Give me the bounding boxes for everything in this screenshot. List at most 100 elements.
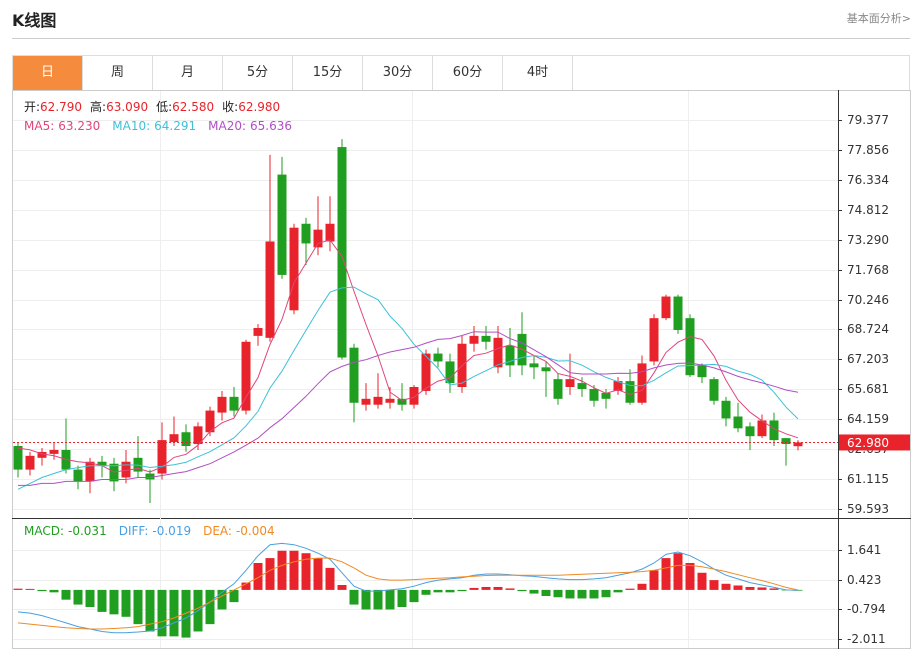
macd-bar xyxy=(757,587,767,590)
candle-body xyxy=(469,335,479,344)
period-tab[interactable]: 60分 xyxy=(433,56,503,90)
candle-body xyxy=(433,353,443,362)
candle-body xyxy=(289,227,299,311)
macd-bar xyxy=(505,588,515,590)
candle-body xyxy=(649,318,659,362)
chart-frame xyxy=(12,90,911,649)
fundamental-link[interactable]: 基本面分析> xyxy=(846,12,911,25)
macd-bar xyxy=(481,586,491,590)
candle-body xyxy=(157,440,167,474)
candle-body xyxy=(661,296,671,319)
candle-body xyxy=(193,426,203,445)
y-tick-label: 70.246 xyxy=(847,293,889,307)
macd-bar xyxy=(121,589,131,617)
candle-body xyxy=(745,426,755,437)
candle-body xyxy=(205,410,215,433)
macd-bar xyxy=(13,588,23,590)
candle-body xyxy=(73,469,83,482)
y-tick-label: -0.794 xyxy=(847,602,886,616)
ohlc-value: 62.580 xyxy=(172,100,214,114)
macd-bar xyxy=(145,589,155,632)
candle-body xyxy=(25,455,35,470)
macd-bar xyxy=(397,589,407,608)
y-tick-label: 59.593 xyxy=(847,502,889,516)
ma-legend: MA5: 63.230 MA10: 64.291 MA20: 65.636 xyxy=(24,119,292,133)
y-tick-label: 76.334 xyxy=(847,173,889,187)
candle-body xyxy=(277,174,287,275)
candle-body xyxy=(613,381,623,391)
macd-bar xyxy=(277,550,287,590)
y-tick-label: 71.768 xyxy=(847,263,889,277)
candle-body xyxy=(685,318,695,376)
candle-body xyxy=(577,383,587,389)
macd-bar xyxy=(721,583,731,590)
candle-body xyxy=(229,396,239,411)
macd-bar xyxy=(25,588,35,590)
macd-bar xyxy=(97,589,107,612)
candle-body xyxy=(49,449,59,454)
indicator-line xyxy=(18,331,799,486)
macd-bar xyxy=(661,558,671,590)
legend-name: MA20: xyxy=(208,119,246,133)
legend-name: MACD: xyxy=(24,524,64,538)
macd-bar xyxy=(385,589,395,610)
macd-bar xyxy=(469,587,479,590)
macd-bar xyxy=(589,589,599,599)
candle-body xyxy=(769,420,779,441)
macd-bar xyxy=(313,558,323,590)
macd-bar xyxy=(265,558,275,590)
macd-bar xyxy=(361,589,371,610)
legend-name: DIFF: xyxy=(119,524,149,538)
ohlc-info: 开:62.790 高:63.090 低:62.580 收:62.980 xyxy=(24,99,280,114)
period-tab[interactable]: 周 xyxy=(83,56,153,90)
candle-body xyxy=(13,446,23,470)
candle-body xyxy=(721,400,731,419)
ohlc-value: 63.090 xyxy=(106,100,148,114)
candle-body xyxy=(625,381,635,403)
candle-body xyxy=(265,241,275,338)
macd-bar xyxy=(613,589,623,593)
macd-bar xyxy=(421,589,431,595)
candle-body xyxy=(793,442,803,447)
candle-body xyxy=(325,223,335,242)
candle-body xyxy=(709,379,719,401)
period-tab[interactable]: 日 xyxy=(13,56,83,90)
macd-bar xyxy=(253,562,263,590)
period-tab[interactable]: 30分 xyxy=(363,56,433,90)
ohlc-value: 62.980 xyxy=(238,100,280,114)
divider xyxy=(12,38,910,39)
ohlc-label: 开: xyxy=(24,100,40,114)
y-tick-label: 74.812 xyxy=(847,203,889,217)
y-tick-label: 61.115 xyxy=(847,472,889,486)
candle-body xyxy=(673,296,683,330)
macd-bar xyxy=(373,589,383,610)
candle-body xyxy=(781,438,791,445)
macd-bar xyxy=(85,589,95,608)
ohlc-label: 高: xyxy=(90,99,106,114)
macd-bar xyxy=(37,589,47,592)
macd-bar xyxy=(493,586,503,590)
candle-body xyxy=(85,461,95,482)
candle-body xyxy=(385,398,395,403)
macd-bar xyxy=(769,588,779,590)
period-tab[interactable]: 4时 xyxy=(503,56,573,90)
period-tab[interactable]: 月 xyxy=(153,56,223,90)
macd-bar xyxy=(169,589,179,637)
macd-bar xyxy=(133,589,143,625)
period-tab[interactable]: 5分 xyxy=(223,56,293,90)
period-tab[interactable]: 15分 xyxy=(293,56,363,90)
macd-bar xyxy=(541,589,551,597)
candle-body xyxy=(421,353,431,391)
ohlc-label: 低: xyxy=(156,100,172,114)
macd-bar xyxy=(697,572,707,590)
macd-bar xyxy=(529,589,539,594)
legend-value: 64.291 xyxy=(154,119,196,133)
macd-bar xyxy=(325,567,335,590)
indicator-line xyxy=(17,557,799,630)
macd-bar xyxy=(637,583,647,590)
legend-name: DEA: xyxy=(203,524,232,538)
last-price-box xyxy=(839,434,910,451)
macd-bar xyxy=(445,589,455,593)
candle-body xyxy=(97,461,107,466)
macd-bar xyxy=(109,589,119,615)
